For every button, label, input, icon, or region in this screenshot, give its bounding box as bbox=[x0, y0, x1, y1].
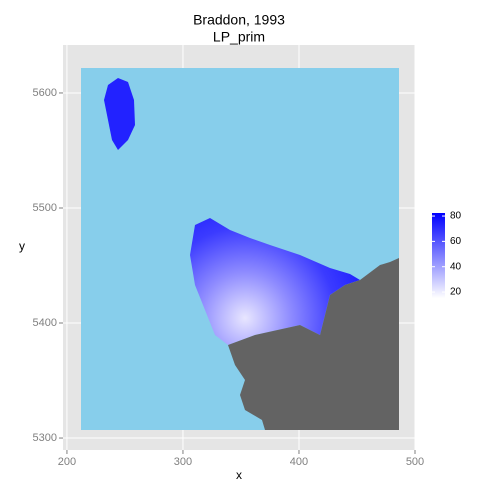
y-tick-label: 5500 bbox=[33, 202, 57, 214]
colorbar-tick-label: 40 bbox=[450, 261, 462, 272]
colorbar bbox=[432, 213, 445, 298]
chart-title: Braddon, 1993 bbox=[193, 12, 285, 28]
x-tick-label: 400 bbox=[290, 456, 308, 468]
colorbar-tick-label: 60 bbox=[450, 236, 462, 247]
y-axis-label: y bbox=[19, 239, 25, 253]
y-tick-label: 5400 bbox=[33, 317, 57, 329]
y-tick-label: 5600 bbox=[33, 87, 57, 99]
x-tick-label: 200 bbox=[58, 456, 76, 468]
colorbar-tick-label: 20 bbox=[450, 287, 462, 298]
x-tick-label: 500 bbox=[406, 456, 424, 468]
x-axis-label: x bbox=[236, 468, 242, 482]
land-mask bbox=[228, 258, 399, 430]
value-raster bbox=[190, 218, 360, 345]
y-tick-label: 5300 bbox=[33, 432, 57, 444]
chart-subtitle: LP_prim bbox=[213, 29, 265, 45]
x-tick-label: 300 bbox=[174, 456, 192, 468]
colorbar-tick-label: 80 bbox=[450, 211, 462, 222]
island-raster bbox=[104, 78, 135, 150]
